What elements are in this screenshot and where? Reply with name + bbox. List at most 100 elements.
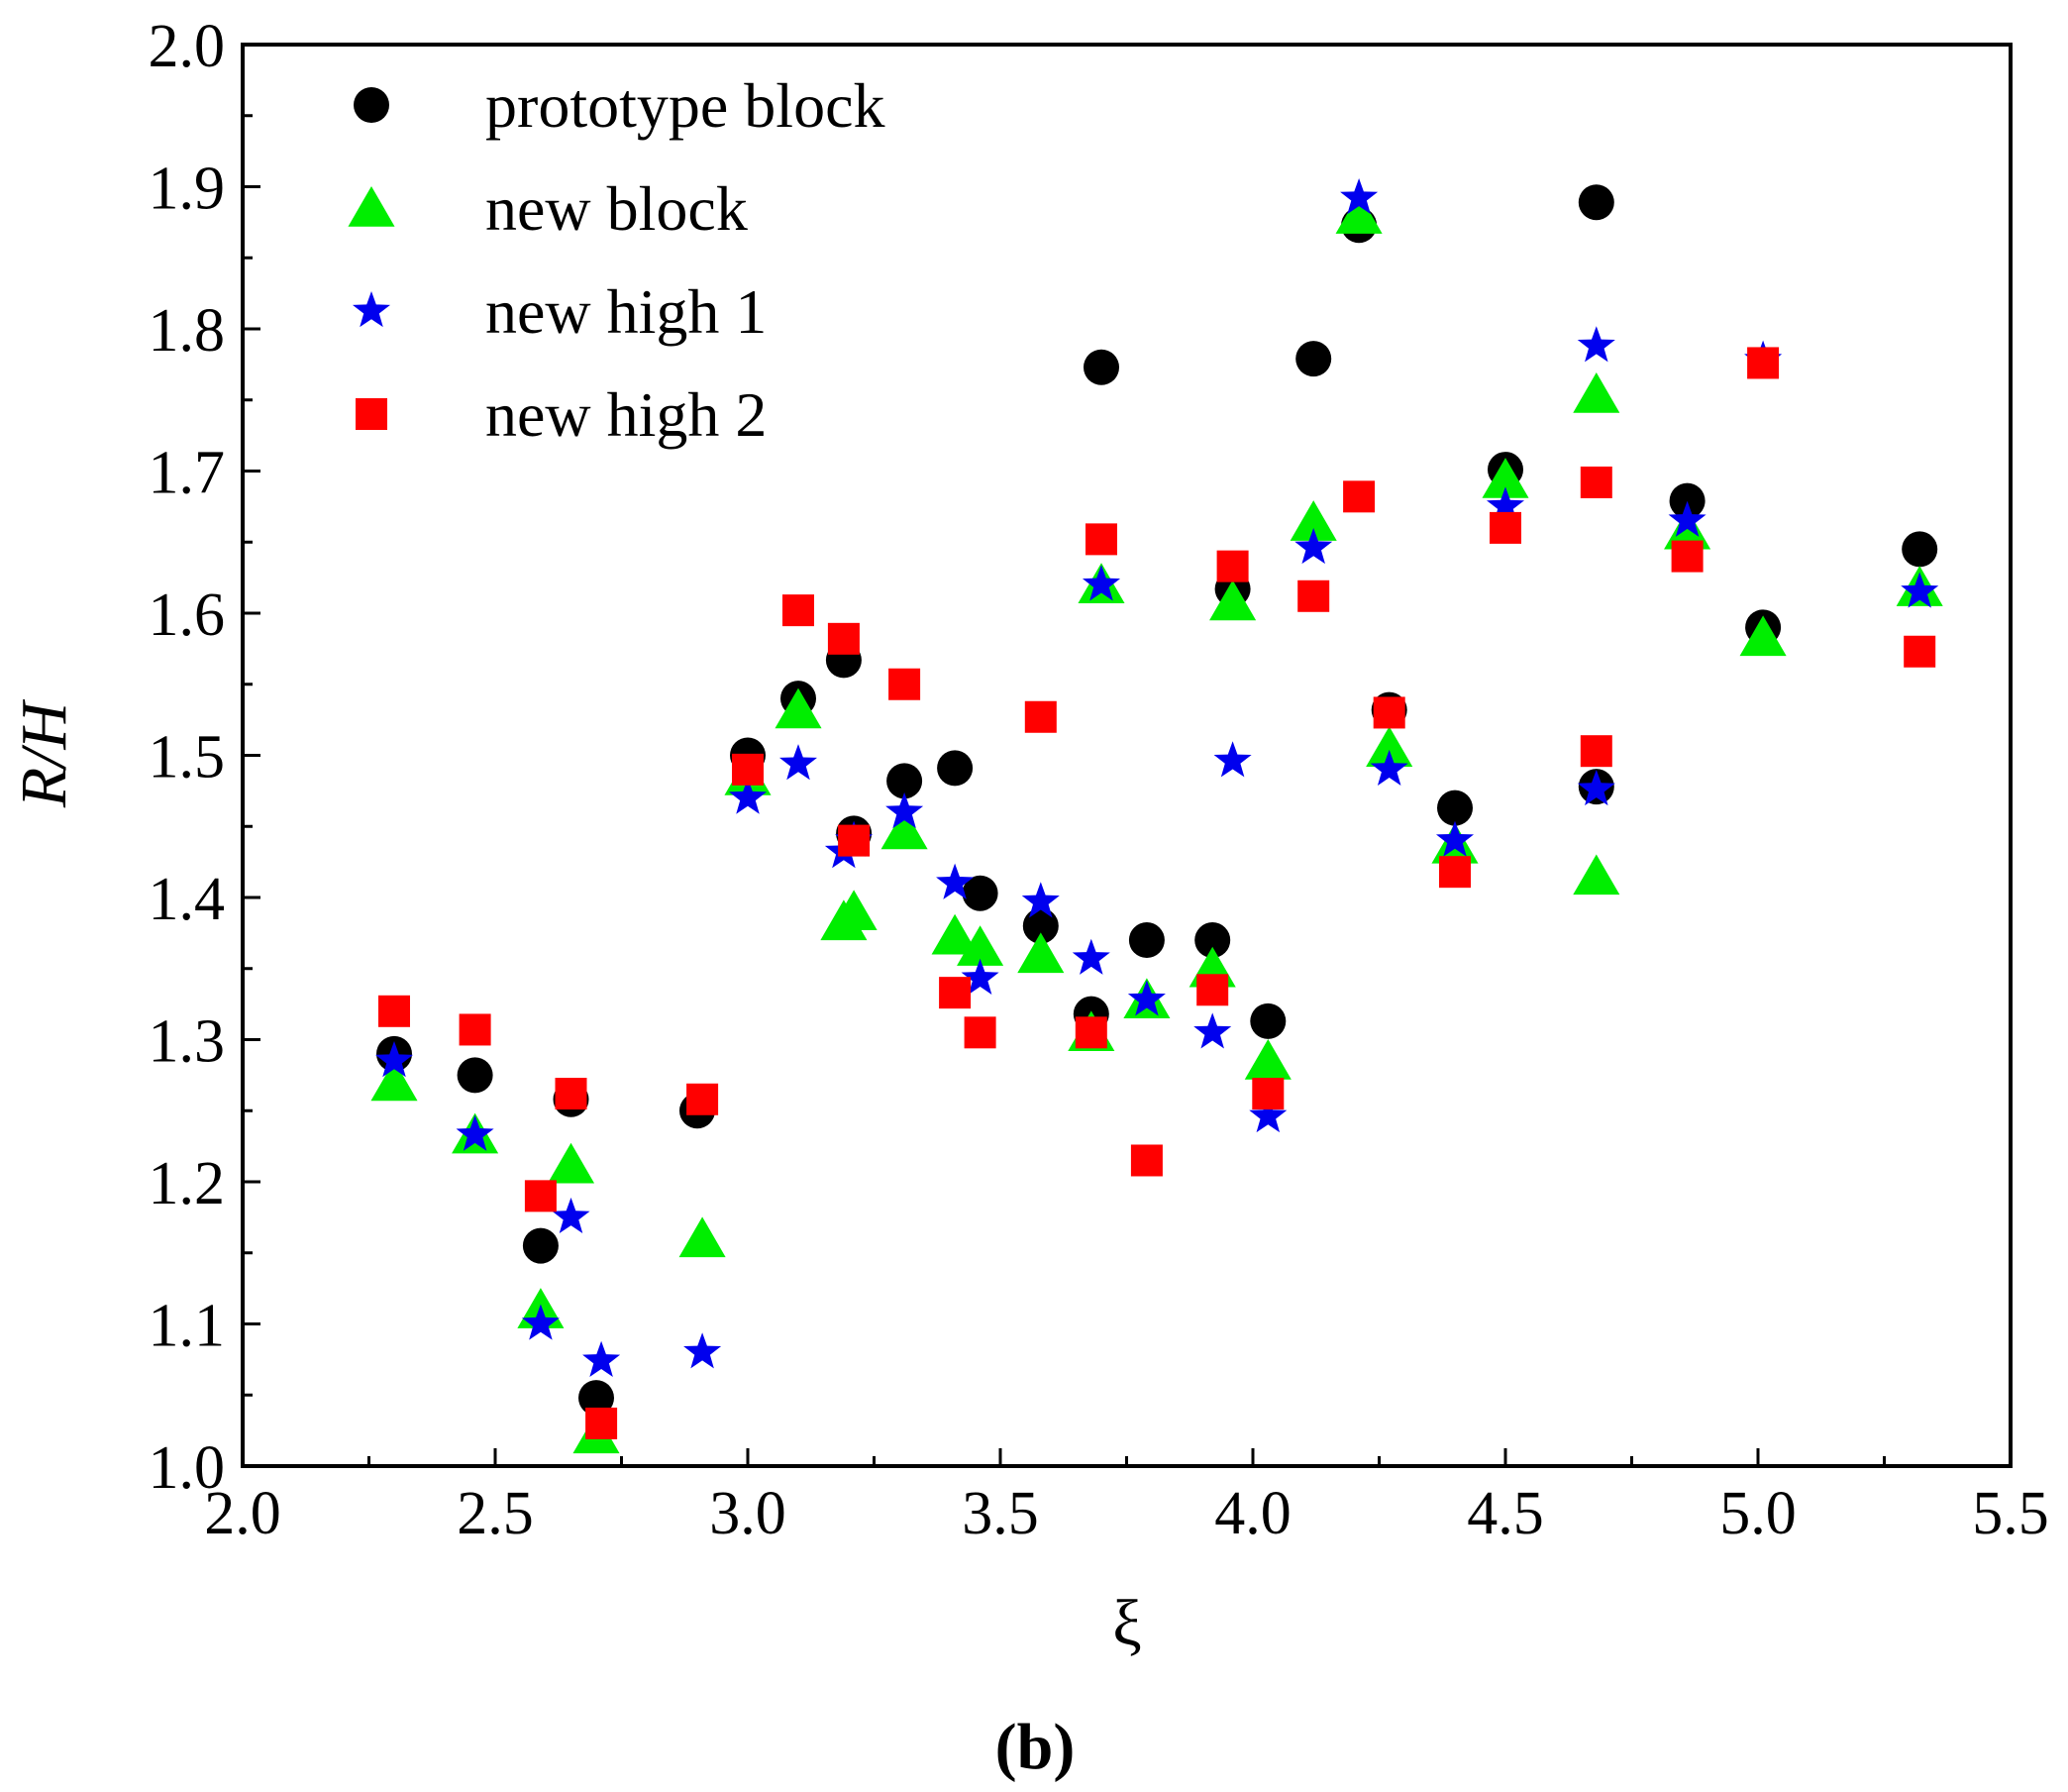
circle-point [1902,531,1938,568]
circle-point [457,1057,493,1094]
circle-point [578,1380,614,1417]
triangle-point [1366,726,1413,768]
data-points [370,177,1943,1454]
circle-point [1295,341,1332,377]
axis-ticks: 2.0 2.5 3.0 3.5 4.0 4.5 5.0 5.5 1.0 1.1 1.2 1.3 1.4 1… [149,13,2049,1547]
triangle-point [830,890,878,931]
circle-point [522,1227,559,1264]
y-tick-label: 1.5 [149,724,226,791]
legend-item: new block [348,173,748,244]
star-point [1294,527,1333,565]
y-tick-label: 1.2 [149,1150,226,1217]
circle-point [1084,349,1119,385]
square-point [686,1083,719,1115]
x-tick-label: 5.5 [1972,1480,2049,1547]
star-point [936,863,975,899]
legend-square-icon [356,398,387,430]
star-point [1435,820,1475,857]
triangle-point [1739,615,1787,657]
triangle-point [1573,854,1620,896]
triangle-point [547,1142,595,1184]
triangle-point [775,687,822,729]
circle-point [937,750,974,787]
legend-label: new high 2 [485,379,767,450]
square-point [1373,696,1405,729]
square-point [1580,466,1612,498]
legend-item: prototype block [354,70,884,141]
circle-point [1022,907,1059,944]
star-point [683,1332,722,1369]
x-tick-label: 3.5 [962,1480,1039,1547]
x-tick-label: 4.5 [1467,1480,1544,1547]
legend-label: new block [485,173,748,244]
legend-item: new high 1 [352,276,767,347]
x-tick-label: 5.0 [1719,1480,1797,1547]
triangle-point [957,925,1004,966]
square-point [1252,1078,1285,1110]
square-point [1130,1144,1163,1177]
y-tick-label: 1.0 [149,1434,226,1502]
legend-item: new high 2 [356,379,767,450]
triangle-point [1244,1039,1292,1080]
y-tick-label: 1.7 [149,440,226,507]
triangle-point [931,913,979,955]
circle-point [886,763,923,799]
square-point [1490,511,1521,544]
square-point [1216,550,1249,582]
legend-star-icon [352,291,391,328]
star-point [1127,980,1166,1016]
star-point [1072,938,1110,975]
series-new-block [370,193,1943,1454]
circle-point [1250,1002,1287,1039]
panel-label: (b) [995,1711,1076,1783]
circle-point [962,875,998,911]
square-point [1075,1016,1107,1049]
plot-frame [241,43,2013,1468]
y-tick-label: 1.4 [149,866,226,933]
legend-circle-icon [354,87,389,123]
x-tick-label: 4.0 [1214,1480,1292,1547]
square-point [378,995,410,1027]
square-point [1024,700,1057,733]
square-point [524,1180,557,1212]
star-point [1901,572,1939,608]
star-point [1668,500,1706,537]
y-tick-label: 2.0 [149,13,226,80]
star-point [521,1304,560,1340]
star-point [1082,565,1121,601]
x-axis-title: ξ [1112,1587,1141,1659]
triangle-point [1290,500,1337,541]
triangle-point [1573,372,1620,413]
y-tick-label: 1.8 [149,297,226,365]
square-point [1439,856,1471,889]
square-point [939,977,972,1009]
y-tick-label: 1.3 [149,1008,226,1076]
legend-label: new high 1 [485,276,767,347]
y-tick-label: 1.1 [149,1293,226,1360]
series-new-high-2 [378,347,1936,1439]
star-point [885,791,924,829]
y-tick-label: 1.9 [149,156,226,223]
star-point [728,778,768,814]
triangle-point [1017,932,1065,974]
circle-point [1437,790,1473,826]
star-point [582,1340,621,1377]
square-point [1297,580,1330,612]
star-point [778,744,818,781]
square-point [1196,974,1229,1006]
y-tick-label: 1.6 [149,581,226,649]
square-point [964,1016,996,1049]
legend-triangle-icon [348,186,395,227]
square-point [1904,635,1936,668]
circle-point [1669,482,1706,519]
star-point [552,1197,590,1234]
square-point [459,1013,491,1046]
triangle-point [1209,580,1257,621]
square-point [838,824,871,857]
square-point [827,622,860,655]
square-point [732,753,764,786]
triangle-point [1482,458,1529,498]
x-tick-label: 3.0 [709,1480,786,1547]
x-tick-label: 2.0 [204,1480,281,1547]
